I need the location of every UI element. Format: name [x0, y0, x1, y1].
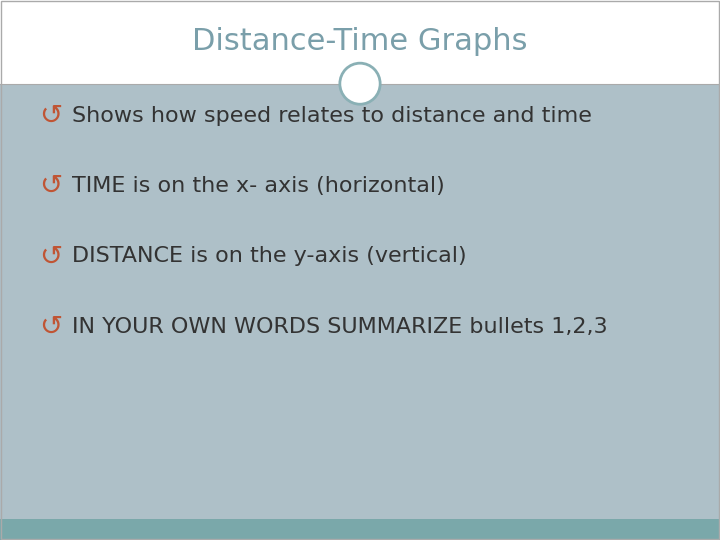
Text: TIME is on the x- axis (horizontal): TIME is on the x- axis (horizontal)	[72, 176, 445, 197]
Text: DISTANCE is on the y-axis (vertical): DISTANCE is on the y-axis (vertical)	[72, 246, 467, 267]
FancyBboxPatch shape	[0, 519, 720, 540]
Text: Distance-Time Graphs: Distance-Time Graphs	[192, 28, 528, 56]
Text: ↺: ↺	[40, 242, 63, 271]
Text: IN YOUR OWN WORDS SUMMARIZE bullets 1,2,3: IN YOUR OWN WORDS SUMMARIZE bullets 1,2,…	[72, 316, 608, 337]
Text: ↺: ↺	[40, 172, 63, 200]
Text: ↺: ↺	[40, 102, 63, 130]
FancyBboxPatch shape	[0, 0, 720, 84]
FancyBboxPatch shape	[0, 84, 720, 519]
Text: Shows how speed relates to distance and time: Shows how speed relates to distance and …	[72, 106, 592, 126]
Ellipse shape	[340, 63, 380, 104]
Text: ↺: ↺	[40, 313, 63, 341]
